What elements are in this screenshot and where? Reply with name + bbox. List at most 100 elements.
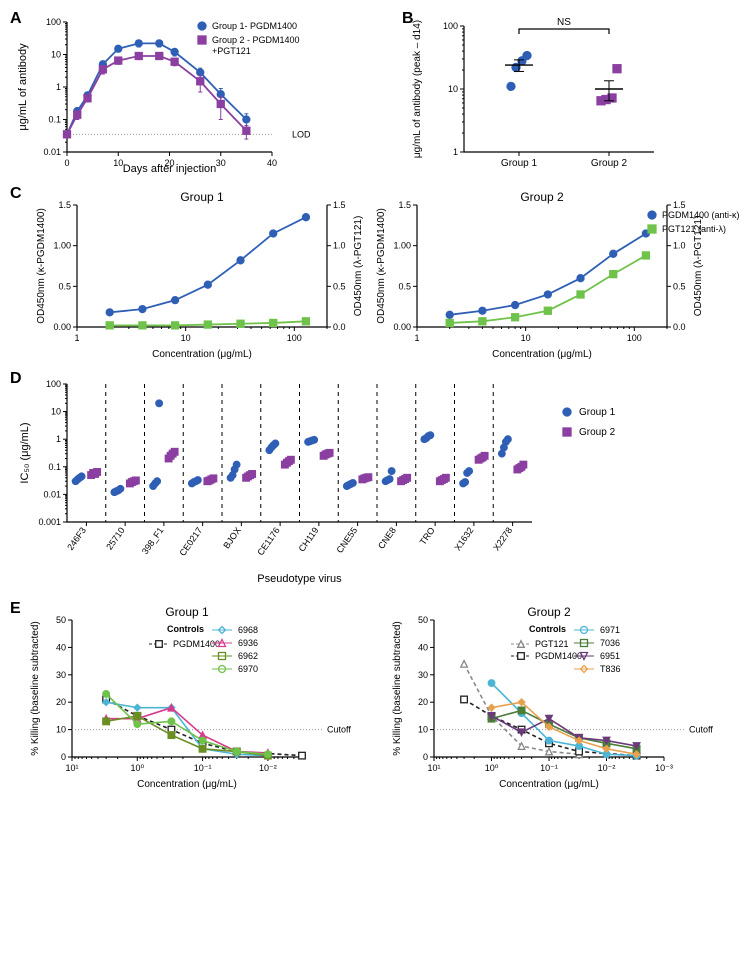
svg-text:1.5: 1.5 [333,200,346,210]
svg-text:0.5: 0.5 [398,281,411,291]
panel-a: A 0.010.1110100010203040LODDays after in… [12,12,392,177]
svg-text:1.0: 1.0 [673,241,686,251]
svg-text:100: 100 [46,17,61,27]
svg-text:10⁰: 10⁰ [485,763,499,773]
svg-text:Concentration (μg/mL): Concentration (μg/mL) [137,779,237,790]
svg-text:0.5: 0.5 [673,281,686,291]
svg-text:BJOX: BJOX [221,525,243,550]
svg-text:6962: 6962 [238,651,258,661]
svg-text:μg/mL of antibody: μg/mL of antibody [17,43,29,131]
svg-text:246F3: 246F3 [65,525,88,552]
row-d: D 0.0010.010.1110100246F325710398_F1CE02… [12,372,740,592]
svg-text:+PGT121: +PGT121 [212,46,251,56]
svg-text:CNE8: CNE8 [376,525,398,550]
svg-text:OD450nm (κ-PGDM1400): OD450nm (κ-PGDM1400) [36,208,47,324]
svg-text:PGDM1400: PGDM1400 [173,639,220,649]
svg-text:100: 100 [627,333,642,343]
svg-text:0.1: 0.1 [48,462,61,472]
svg-text:X2278: X2278 [491,525,514,552]
chart-d: 0.0010.010.1110100246F325710398_F1CE0217… [12,372,740,592]
svg-text:20: 20 [56,697,66,707]
svg-text:PGT121 (anti-λ): PGT121 (anti-λ) [662,224,726,234]
panel-b-label: B [402,10,414,28]
svg-text:Group 2: Group 2 [579,427,616,438]
svg-text:1.0: 1.0 [333,241,346,251]
svg-text:0.5: 0.5 [333,281,346,291]
svg-text:Group 2 - PGDM1400: Group 2 - PGDM1400 [212,35,300,45]
svg-text:OD450nm (λ-PGT121): OD450nm (λ-PGT121) [353,216,364,317]
panel-e: E Group 10102030405010¹10⁰10⁻¹10⁻²Cutoff… [12,602,740,797]
svg-text:0: 0 [64,158,69,168]
row-c: C Group 10.000.00.50.51.001.01.51.511010… [12,187,740,362]
row-e: E Group 10102030405010¹10⁰10⁻¹10⁻²Cutoff… [12,602,740,797]
panel-d: D 0.0010.010.1110100246F325710398_F1CE02… [12,372,740,592]
svg-text:Days after injection: Days after injection [123,163,217,175]
svg-text:20: 20 [418,697,428,707]
svg-text:25710: 25710 [104,525,127,551]
svg-text:40: 40 [267,158,277,168]
svg-text:Group 1: Group 1 [501,158,538,169]
svg-text:1: 1 [414,333,419,343]
svg-text:Group 1: Group 1 [579,407,616,418]
svg-text:10: 10 [448,84,458,94]
panel-a-label: A [10,10,22,28]
svg-text:0.00: 0.00 [53,322,71,332]
chart-e: Group 10102030405010¹10⁰10⁻¹10⁻²CutoffCo… [12,602,740,797]
svg-text:10⁰: 10⁰ [130,763,144,773]
svg-text:X1632: X1632 [452,525,475,552]
chart-c: Group 10.000.00.50.51.001.01.51.5110100C… [12,187,740,362]
svg-text:Cutoff: Cutoff [689,725,713,735]
svg-text:Concentration (μg/mL): Concentration (μg/mL) [499,779,599,790]
svg-text:10: 10 [418,725,428,735]
svg-text:0.00: 0.00 [393,322,411,332]
svg-text:1.5: 1.5 [398,200,411,210]
svg-text:1: 1 [56,82,61,92]
svg-text:Pseudotype virus: Pseudotype virus [257,573,342,585]
svg-text:1: 1 [453,147,458,157]
svg-text:6968: 6968 [238,625,258,635]
svg-text:Group 1- PGDM1400: Group 1- PGDM1400 [212,21,297,31]
svg-text:0.01: 0.01 [43,489,61,499]
panel-d-label: D [10,370,22,388]
svg-text:50: 50 [418,615,428,625]
svg-text:10: 10 [56,725,66,735]
svg-text:CE1176: CE1176 [255,525,281,557]
svg-text:IC₅₀ (μg/mL): IC₅₀ (μg/mL) [19,422,31,483]
svg-text:10: 10 [521,333,531,343]
svg-text:Group 2: Group 2 [527,605,571,619]
svg-text:6951: 6951 [600,651,620,661]
svg-text:50: 50 [56,615,66,625]
svg-text:100: 100 [443,21,458,31]
svg-text:1: 1 [74,333,79,343]
svg-text:Group 2: Group 2 [520,190,564,204]
svg-text:NS: NS [557,17,571,28]
panel-c: C Group 10.000.00.50.51.001.01.51.511010… [12,187,740,362]
svg-text:40: 40 [56,642,66,652]
svg-text:10⁻¹: 10⁻¹ [194,763,212,773]
chart-a: 0.010.1110100010203040LODDays after inje… [12,12,392,177]
svg-text:CNE55: CNE55 [334,525,359,555]
svg-text:% Killing (baseline subtracted: % Killing (baseline subtracted) [392,621,403,756]
svg-text:100: 100 [46,379,61,389]
svg-text:6971: 6971 [600,625,620,635]
svg-text:10⁻²: 10⁻² [259,763,277,773]
svg-text:10: 10 [51,407,61,417]
svg-text:1.5: 1.5 [58,200,71,210]
svg-text:Controls: Controls [529,624,566,634]
svg-text:0.0: 0.0 [673,322,686,332]
svg-text:TRO: TRO [418,525,437,546]
svg-text:30: 30 [216,158,226,168]
svg-text:1.5: 1.5 [673,200,686,210]
svg-text:0: 0 [423,752,428,762]
svg-text:10⁻²: 10⁻² [598,763,616,773]
svg-text:0.1: 0.1 [48,115,61,125]
svg-text:0: 0 [61,752,66,762]
svg-text:7036: 7036 [600,638,620,648]
svg-text:Concentration (μg/mL): Concentration (μg/mL) [492,349,592,360]
svg-text:0.5: 0.5 [58,281,71,291]
svg-text:100: 100 [287,333,302,343]
svg-text:10: 10 [51,50,61,60]
svg-text:0.01: 0.01 [43,147,61,157]
svg-text:10: 10 [181,333,191,343]
svg-text:6936: 6936 [238,638,258,648]
